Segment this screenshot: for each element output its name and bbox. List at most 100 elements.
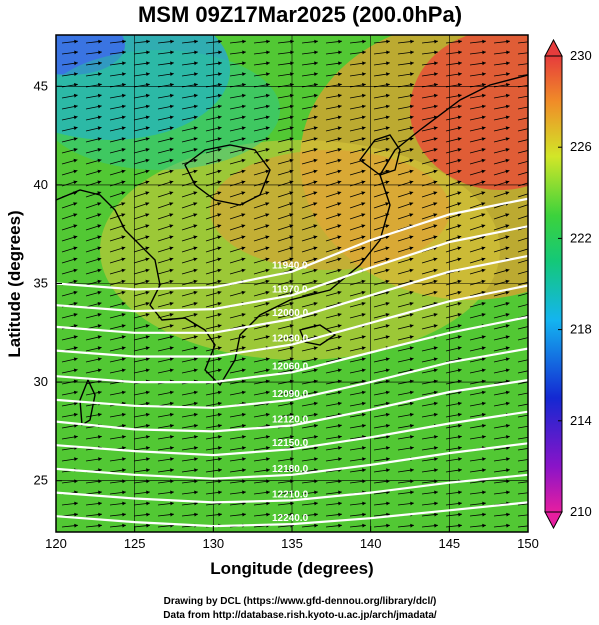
wind-arrowhead-95: [434, 83, 438, 87]
wind-arrowhead-524: [169, 324, 174, 328]
wind-arrowhead-205: [193, 148, 198, 152]
wind-arrowhead-431: [337, 268, 342, 273]
wind-arrowhead-601: [97, 368, 102, 373]
wind-arrowhead-32: [362, 50, 366, 55]
wind-arrowhead-301: [97, 202, 102, 206]
wind-arrowhead-528: [265, 324, 270, 328]
y-tick-label-3: 40: [34, 177, 48, 192]
wind-arrowhead-597: [481, 357, 486, 362]
wind-arrowhead-29: [290, 50, 294, 55]
wind-arrowhead-108: [265, 93, 270, 98]
wind-arrowhead-869: [290, 512, 294, 517]
wind-arrow-399: [517, 248, 528, 253]
wind-arrowhead-538: [505, 324, 510, 328]
wind-arrowhead-553: [385, 335, 390, 339]
wind-arrowhead-576: [457, 346, 462, 351]
wind-arrowhead-137: [481, 104, 486, 109]
wind-arrowhead-437: [481, 268, 486, 273]
wind-arrowhead-187: [241, 137, 246, 141]
wind-arrowhead-748: [266, 446, 270, 450]
wind-arrowhead-750: [314, 446, 318, 450]
wind-arrowhead-411: [337, 257, 342, 262]
wind-arrowhead-572: [361, 346, 366, 351]
wind-arrowhead-370: [313, 235, 318, 240]
wind-arrowhead-250: [313, 169, 318, 174]
wind-arrowhead-176: [457, 126, 462, 131]
wind-arrowhead-556: [457, 335, 462, 339]
wind-arrowhead-206: [217, 148, 222, 152]
wind-arrowhead-647: [241, 390, 246, 395]
wind-arrowhead-825: [194, 490, 198, 495]
wind-arrowhead-16: [458, 39, 462, 44]
wind-arrowhead-2: [122, 39, 126, 44]
wind-arrowhead-676: [457, 401, 462, 406]
wind-arrowhead-373: [385, 235, 390, 240]
wind-arrowhead-142: [121, 115, 126, 120]
wind-arrowhead-363: [145, 235, 150, 240]
wind-arrowhead-515: [433, 313, 438, 317]
wind-arrowhead-381: [97, 246, 102, 251]
wind-arrowhead-66: [218, 72, 222, 76]
wind-arrowhead-727: [242, 435, 246, 439]
warm-band: [210, 150, 450, 270]
wind-arrowhead-853: [386, 501, 390, 506]
wind-arrowhead-386: [217, 246, 222, 251]
wind-arrowhead-606: [217, 368, 222, 373]
wind-arrowhead-531: [337, 324, 342, 328]
wind-arrowhead-752: [362, 446, 366, 450]
wind-arrowhead-679: [530, 402, 534, 406]
wind-arrowhead-48: [266, 61, 270, 66]
wind-arrowhead-75: [434, 72, 438, 76]
wind-arrowhead-616: [457, 368, 462, 373]
wind-arrowhead-44: [170, 61, 174, 66]
wind-arrowhead-158: [505, 115, 510, 120]
contour-2: [56, 254, 528, 334]
wind-arrowhead-165: [193, 126, 198, 131]
wind-arrowhead-547: [241, 335, 246, 339]
wind-arrowhead-540: [73, 335, 78, 339]
wind-arrowhead-380: [73, 246, 78, 251]
wind-arrowhead-320: [73, 213, 78, 217]
wind-arrowhead-831: [338, 490, 342, 495]
wind-arrowhead-865: [194, 512, 198, 517]
wind-arrowhead-549: [289, 335, 294, 339]
wind-arrowhead-389: [289, 246, 294, 251]
chart-title: MSM 09Z17Mar2025 (200.0hPa): [138, 2, 462, 27]
wind-arrowhead-851: [338, 501, 342, 506]
wind-arrowhead-173: [385, 126, 390, 131]
wind-arrowhead-822: [122, 490, 126, 495]
wind-arrowhead-19: [530, 40, 534, 44]
wind-arrowhead-587: [241, 357, 246, 362]
wind-arrowhead-412: [361, 257, 366, 262]
wind-arrowhead-314: [409, 202, 414, 206]
wind-arrowhead-631: [337, 379, 342, 384]
wind-arrowhead-684: [169, 412, 174, 417]
wind-arrowhead-767: [242, 457, 246, 461]
wind-arrowhead-5: [194, 39, 198, 44]
wind-arrowhead-161: [97, 126, 102, 131]
wind-arrowhead-405: [193, 257, 198, 262]
wind-arrowhead-414: [409, 257, 414, 262]
wind-arrowhead-402: [121, 257, 126, 262]
wind-arrowhead-1: [98, 39, 102, 44]
wind-arrowhead-185: [193, 137, 198, 141]
wind-arrowhead-99: [530, 83, 534, 87]
wind-arrowhead-126: [217, 104, 222, 109]
wind-arrowhead-561: [97, 346, 102, 351]
wind-arrowhead-9: [290, 39, 294, 44]
wind-arrowhead-129: [289, 104, 294, 109]
wind-arrowhead-464: [169, 290, 174, 295]
wind-arrowhead-343: [145, 224, 150, 228]
wind-arrowhead-71: [338, 72, 342, 76]
wind-arrowhead-558: [505, 335, 510, 339]
wind-arrowhead-463: [145, 290, 150, 295]
wind-arrowhead-883: [146, 523, 150, 528]
wind-arrowhead-836: [458, 490, 462, 495]
x-axis: 120 125 130 135 140 145 150: [45, 526, 539, 551]
wind-arrowhead-181: [97, 137, 102, 141]
wind-arrowhead-331: [337, 213, 342, 217]
wind-arrowhead-634: [409, 379, 414, 384]
wind-arrowhead-539: [530, 324, 534, 328]
wind-arrowhead-415: [433, 257, 438, 262]
wind-arrowhead-260: [73, 180, 78, 185]
